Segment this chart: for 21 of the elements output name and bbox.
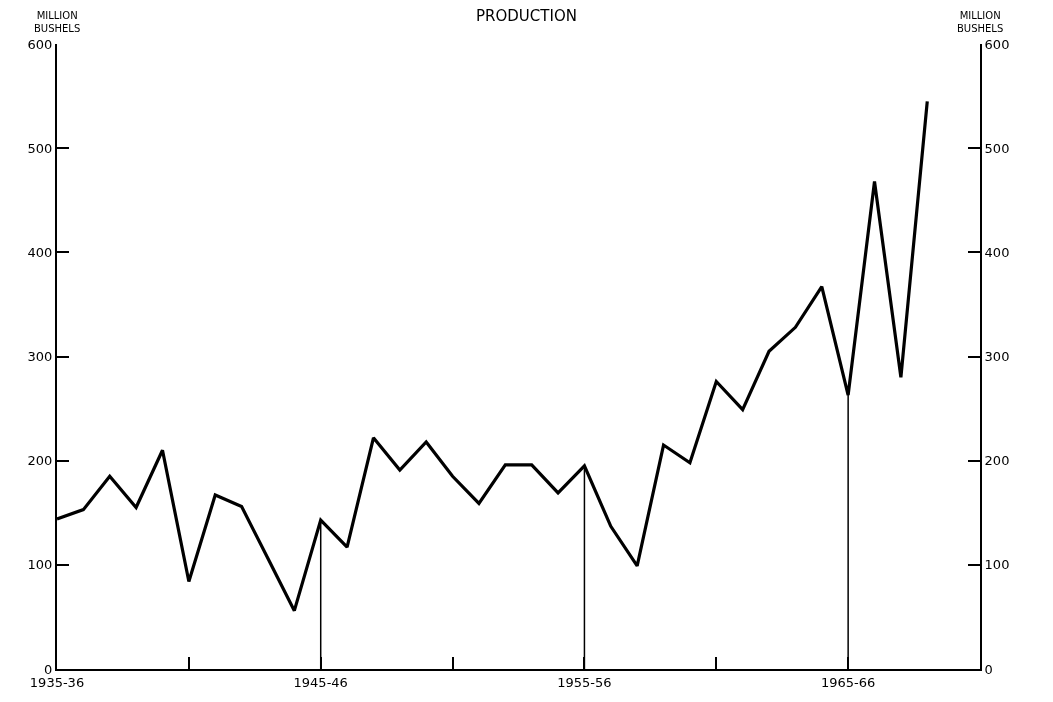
y-axis-title: MILLION BUSHELS	[34, 10, 81, 34]
y-tick-label: 300	[27, 349, 53, 365]
y-tick-label: 0	[44, 661, 53, 677]
x-tick-label: 1965-66	[820, 674, 876, 690]
y-tick-label: 600	[27, 36, 53, 52]
y2-tick-label: 100	[984, 557, 1010, 573]
x-tick-label: 1955-56	[557, 674, 612, 690]
y2-axis-title: MILLION BUSHELS	[957, 10, 1004, 34]
chart-title: PRODUCTION	[476, 7, 577, 26]
y2-tick-label: 500	[984, 140, 1010, 156]
y-tick-label: 400	[27, 244, 53, 260]
y-tick-label: 500	[27, 140, 53, 156]
y2-tick-label: 400	[984, 244, 1010, 260]
y2-tick-label: 600	[984, 36, 1010, 52]
y-tick-label: 100	[27, 557, 53, 573]
y2-tick-label: 200	[984, 453, 1010, 469]
y2-tick-label: 0	[984, 661, 993, 677]
y-tick-label: 200	[27, 453, 53, 469]
y2-tick-label: 300	[984, 349, 1010, 365]
x-tick-label: 1935-36	[29, 674, 85, 690]
x-tick-label: 1945-46	[293, 674, 348, 690]
